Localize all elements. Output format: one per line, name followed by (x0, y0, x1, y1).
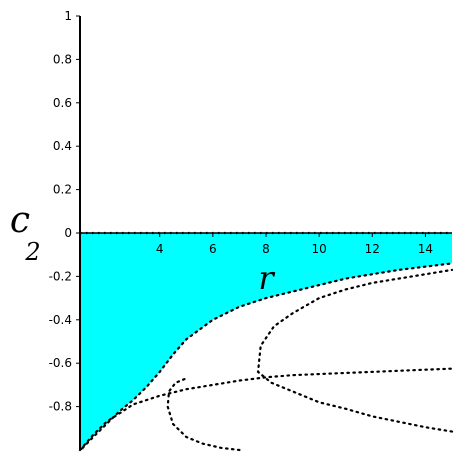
y-axis-label: c (10, 200, 30, 241)
dotted-curve-3 (166, 377, 241, 452)
y-tick-label: 0.4 (53, 139, 72, 153)
x-tick-label: 12 (365, 242, 380, 256)
y-tick-label: 0.8 (53, 52, 72, 66)
curves-layer (78, 262, 454, 452)
x-tick-label: 10 (312, 242, 327, 256)
x-tick-label: 4 (156, 242, 164, 256)
shaded-region (82, 233, 453, 448)
x-tick-label: 14 (418, 242, 433, 256)
axes-layer (76, 15, 452, 450)
y-tick-label: -0.2 (49, 269, 72, 283)
x-tick-label: 8 (262, 242, 270, 256)
y-tick-label: 0.2 (53, 183, 72, 197)
x-axis-label: r (258, 259, 275, 297)
dotted-curve-4 (256, 268, 454, 433)
y-tick-label: -0.8 (49, 400, 72, 414)
dotted-curve-1 (81, 262, 454, 449)
x-tick-label: 6 (209, 242, 217, 256)
tick-labels-layer: 1 0.8 0.6 0.4 0.2 0 -0.2 -0.4 -0.6 -0.8 4 6 8 10 12 14 (49, 9, 433, 414)
shaded-region-edge (80, 233, 84, 450)
y-tick-label: 0 (64, 226, 72, 240)
shaded-region-layer (80, 233, 453, 450)
y-tick-label: -0.4 (49, 313, 72, 327)
y-tick-label: 1 (64, 9, 72, 23)
y-axis-label-subscript: 2 (24, 238, 40, 266)
dotted-curve-2 (78, 367, 454, 452)
y-tick-label: -0.6 (49, 356, 72, 370)
y-tick-label: 0.6 (53, 96, 72, 110)
